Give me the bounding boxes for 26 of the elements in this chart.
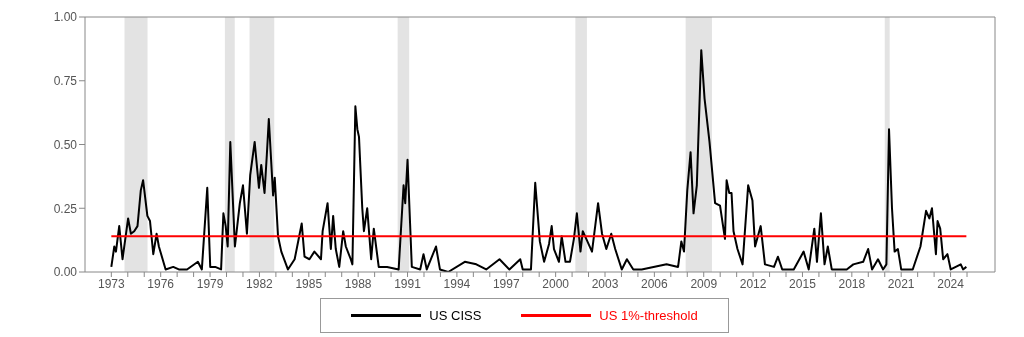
x-tick-label: 1988 xyxy=(344,276,372,291)
x-tick-label: 2015 xyxy=(789,276,817,291)
x-tick-label: 1994 xyxy=(443,276,471,291)
x-tick-label: 2021 xyxy=(887,276,915,291)
y-tick-label: 0.50 xyxy=(53,137,78,152)
x-tick-label: 2024 xyxy=(937,276,965,291)
text: US CISS xyxy=(429,308,482,323)
x-tick-label: 1991 xyxy=(394,276,422,291)
x-tick-label: 2009 xyxy=(690,276,718,291)
text: US 1%-threshold xyxy=(599,308,698,323)
x-tick-label: 1982 xyxy=(246,276,274,291)
x-tick-label: 1979 xyxy=(196,276,224,291)
x-tick-label: 1976 xyxy=(147,276,175,291)
x-tick-label: 1985 xyxy=(295,276,323,291)
y-tick-label: 0.75 xyxy=(53,74,78,89)
line-series xyxy=(110,49,968,272)
y-tick-label: 0.00 xyxy=(53,265,78,280)
y-tick-label: 1.00 xyxy=(53,10,78,25)
x-tick-label: 2018 xyxy=(838,276,866,291)
x-tick-label: 1997 xyxy=(492,276,520,291)
x-tick-label: 2012 xyxy=(739,276,767,291)
x-tick-label: 2000 xyxy=(542,276,570,291)
x-tick-label: 1973 xyxy=(97,276,125,291)
y-tick-label: 0.25 xyxy=(53,201,78,216)
x-tick-label: 2003 xyxy=(591,276,619,291)
x-tick-label: 2006 xyxy=(641,276,669,291)
